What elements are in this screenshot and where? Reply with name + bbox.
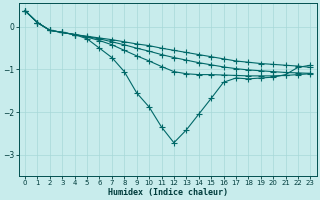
X-axis label: Humidex (Indice chaleur): Humidex (Indice chaleur) — [108, 188, 228, 197]
